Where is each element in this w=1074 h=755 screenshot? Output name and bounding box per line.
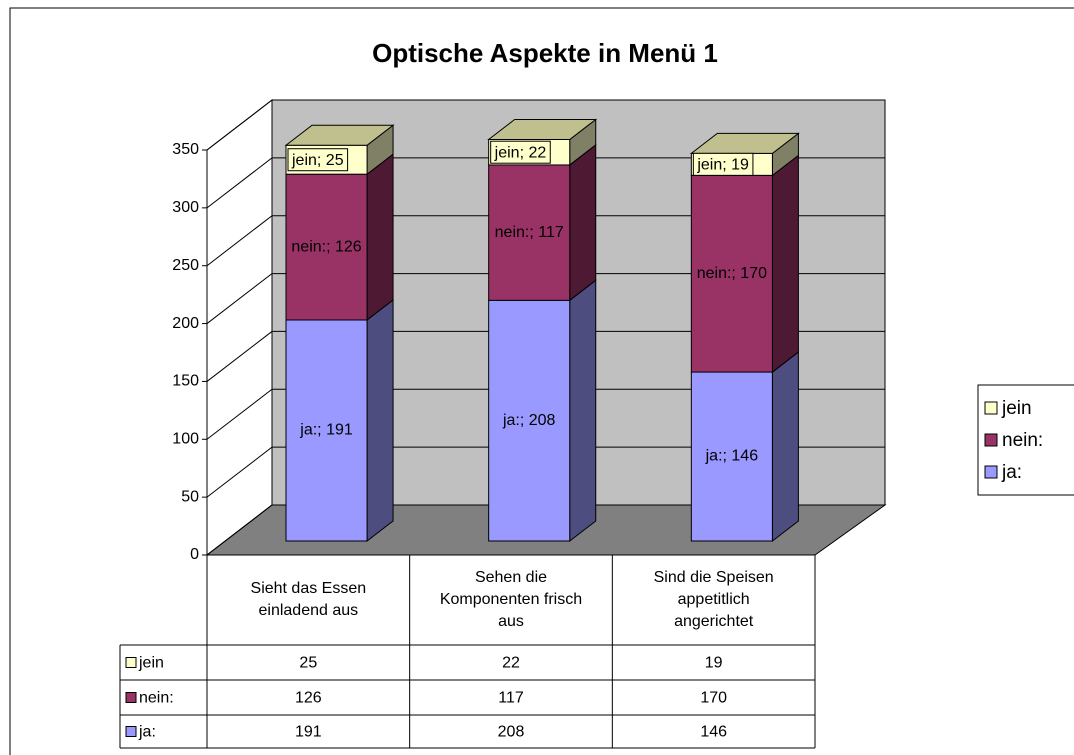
- bar-top: [487, 118, 598, 140]
- bar-top: [284, 124, 395, 146]
- data-label: jein; 19: [696, 157, 749, 174]
- data-label: ja:; 191: [299, 422, 353, 439]
- data-label: ja:; 208: [502, 412, 556, 429]
- category-text: Sehen die Komponenten frisch aus: [439, 569, 583, 630]
- category-label: Sehen die Komponenten frisch aus: [410, 556, 613, 644]
- bar: [285, 319, 368, 542]
- data-label: nein:; 170: [697, 265, 767, 282]
- category-label: Sieht das Essen einladend aus: [207, 556, 410, 644]
- table-legend-key: [125, 692, 137, 703]
- table-value: 25: [299, 655, 317, 672]
- grid-line: [206, 330, 885, 382]
- chart-title: Optische Aspekte in Menü 1: [372, 38, 718, 68]
- table-value: 191: [295, 724, 322, 741]
- bar-side: [569, 279, 597, 543]
- bar-side: [569, 143, 597, 302]
- table-value: 208: [498, 724, 525, 741]
- grid-line: [206, 504, 885, 556]
- table-value: 126: [295, 690, 322, 707]
- legend-key: [984, 465, 998, 479]
- data-label: nein:; 126: [291, 238, 361, 255]
- table-legend-key: [125, 657, 137, 668]
- y-tick-label: 0: [190, 546, 199, 563]
- grid-line: [206, 99, 885, 151]
- grid-line: [206, 446, 885, 498]
- category-text: Sieht das Essen einladend aus: [250, 580, 367, 619]
- data-label: nein:; 117: [495, 224, 564, 241]
- grid-line: [206, 273, 885, 324]
- y-tick-label: 300: [172, 199, 199, 216]
- bar-side: [771, 154, 799, 374]
- bar: [690, 371, 773, 542]
- table-legend-key: [125, 726, 137, 737]
- category-text: Sind die Speisen appetitlich angerichtet: [653, 569, 774, 630]
- bar: [285, 173, 368, 321]
- y-tick-label: 100: [172, 431, 199, 448]
- bar: [488, 164, 571, 301]
- legend-key: [984, 433, 998, 447]
- data-label-box: [490, 140, 551, 164]
- left-wall: [206, 98, 273, 557]
- y-tick-label: 250: [172, 257, 199, 274]
- grid-line: [206, 388, 885, 440]
- table-series-name: nein:: [139, 690, 174, 707]
- bar-side: [366, 153, 394, 322]
- table-value: 146: [700, 724, 727, 741]
- data-label: ja:; 146: [705, 448, 759, 465]
- data-label: jein; 25: [291, 152, 344, 169]
- y-tick-label: 200: [172, 315, 199, 332]
- table-value: 22: [502, 655, 520, 672]
- grid-line: [206, 157, 885, 209]
- legend-label: jein: [1001, 398, 1032, 419]
- bar-side: [771, 351, 799, 543]
- legend-label: ja:: [1001, 462, 1022, 483]
- data-label: jein; 22: [494, 144, 547, 161]
- y-tick-label: 150: [172, 373, 199, 390]
- legend-label: nein:: [1002, 430, 1043, 451]
- y-tick-label: 50: [181, 488, 199, 505]
- table-value: 170: [700, 690, 727, 707]
- table-series-name: jein: [138, 655, 164, 672]
- bar: [488, 299, 571, 542]
- category-label: Sind die Speisen appetitlich angerichtet: [612, 556, 815, 644]
- table-value: 19: [705, 655, 723, 672]
- bar: [690, 174, 773, 373]
- table-value: 117: [498, 690, 524, 707]
- y-tick-label: 350: [172, 141, 199, 158]
- data-label-box: [692, 152, 754, 176]
- table-series-name: ja:: [138, 724, 156, 741]
- data-label-box: [287, 148, 349, 172]
- legend-key: [984, 401, 998, 415]
- grid-line: [206, 215, 885, 267]
- bar-side: [366, 298, 394, 543]
